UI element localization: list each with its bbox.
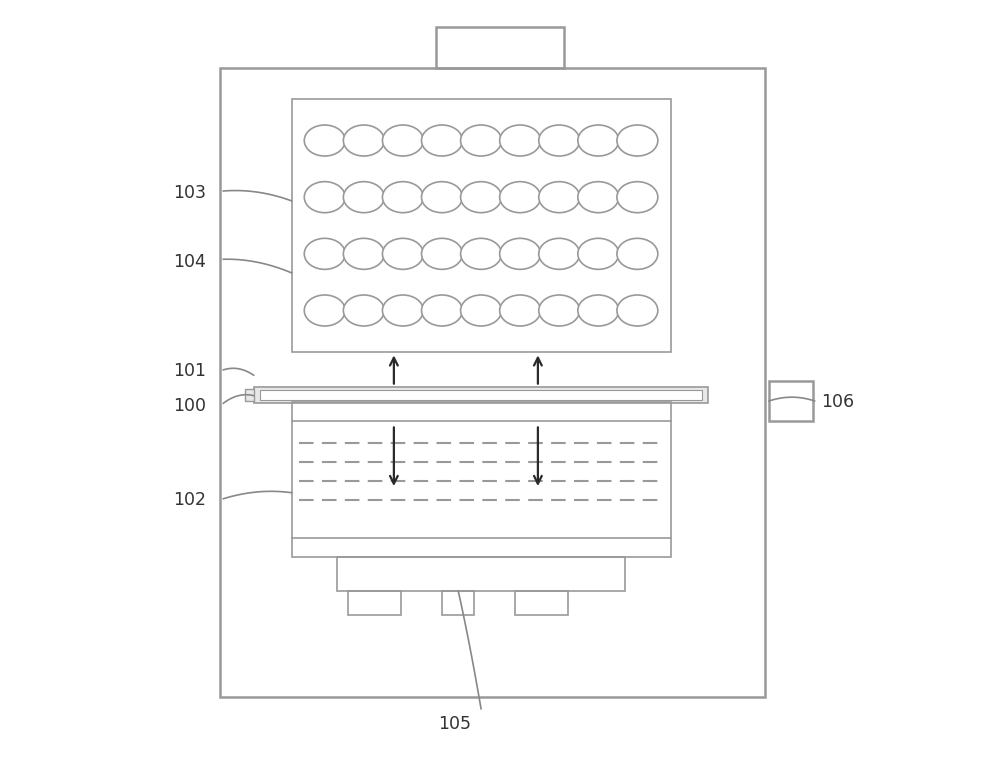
Ellipse shape <box>500 182 541 213</box>
Ellipse shape <box>461 182 502 213</box>
Ellipse shape <box>539 125 580 156</box>
Ellipse shape <box>578 125 619 156</box>
Text: 105: 105 <box>438 715 471 733</box>
Ellipse shape <box>500 295 541 326</box>
Text: 101: 101 <box>173 362 206 381</box>
Ellipse shape <box>539 182 580 213</box>
Ellipse shape <box>578 295 619 326</box>
Bar <box>442 591 474 615</box>
Ellipse shape <box>304 182 345 213</box>
Text: 106: 106 <box>821 393 854 411</box>
Ellipse shape <box>304 238 345 269</box>
Bar <box>245 389 254 401</box>
Ellipse shape <box>461 295 502 326</box>
Ellipse shape <box>304 125 345 156</box>
Text: 104: 104 <box>173 252 206 271</box>
Bar <box>515 591 568 615</box>
Bar <box>337 557 625 591</box>
Ellipse shape <box>343 182 384 213</box>
Bar <box>260 390 702 400</box>
Bar <box>292 402 671 557</box>
Bar <box>254 387 708 403</box>
Ellipse shape <box>617 125 658 156</box>
Bar <box>348 591 401 615</box>
Ellipse shape <box>500 238 541 269</box>
Bar <box>292 99 671 352</box>
Ellipse shape <box>461 125 502 156</box>
Ellipse shape <box>304 295 345 326</box>
Ellipse shape <box>343 295 384 326</box>
Bar <box>769 381 813 421</box>
Ellipse shape <box>617 182 658 213</box>
Ellipse shape <box>382 295 423 326</box>
Ellipse shape <box>539 295 580 326</box>
Ellipse shape <box>539 238 580 269</box>
Bar <box>220 68 765 697</box>
Ellipse shape <box>422 125 462 156</box>
Ellipse shape <box>382 125 423 156</box>
Ellipse shape <box>343 238 384 269</box>
Ellipse shape <box>422 238 462 269</box>
Bar <box>436 27 564 68</box>
Ellipse shape <box>382 182 423 213</box>
Ellipse shape <box>461 238 502 269</box>
Ellipse shape <box>343 125 384 156</box>
Text: 100: 100 <box>173 396 206 415</box>
Ellipse shape <box>422 295 462 326</box>
Ellipse shape <box>382 238 423 269</box>
Ellipse shape <box>500 125 541 156</box>
Ellipse shape <box>617 238 658 269</box>
Ellipse shape <box>578 182 619 213</box>
Ellipse shape <box>422 182 462 213</box>
Text: 103: 103 <box>173 184 206 202</box>
Text: 102: 102 <box>173 491 206 509</box>
Ellipse shape <box>578 238 619 269</box>
Ellipse shape <box>617 295 658 326</box>
